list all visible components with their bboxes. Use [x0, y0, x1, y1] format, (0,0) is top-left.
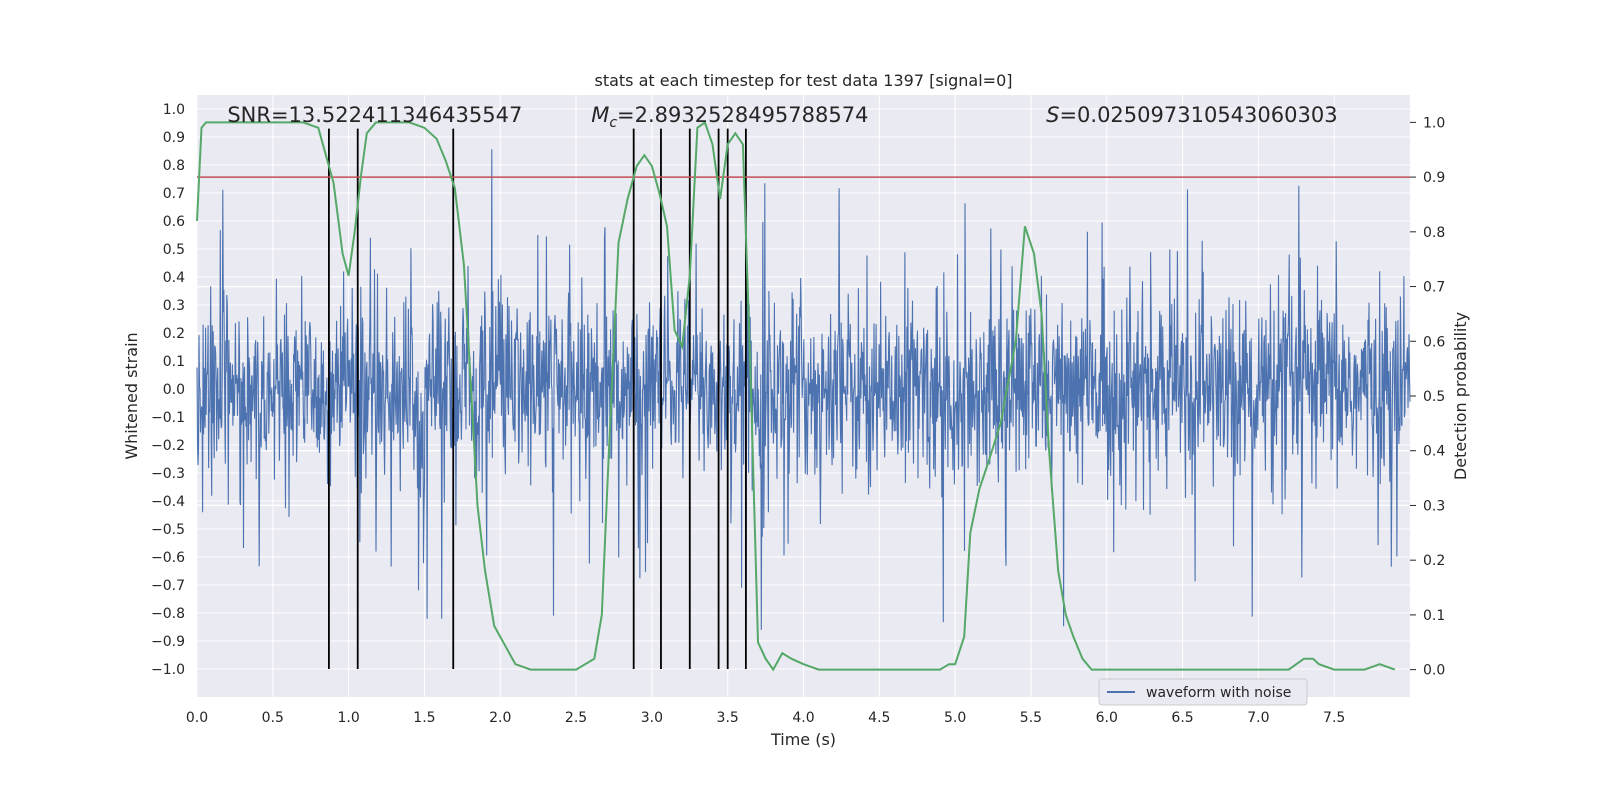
legend-label: waveform with noise — [1146, 685, 1291, 701]
chirp-mass-annotation: Mc=2.8932528495788574 — [591, 103, 868, 131]
y-tick-label: 0.2 — [163, 326, 185, 342]
y-tick-label: 0.8 — [163, 158, 185, 174]
x-tick-label: 4.5 — [868, 710, 890, 726]
y-right-tick-label: 0.5 — [1423, 389, 1445, 405]
x-tick-label: 7.0 — [1247, 710, 1269, 726]
y-tick-label: −0.2 — [151, 438, 185, 454]
y-right-tick-label: 1.0 — [1423, 115, 1445, 131]
x-tick-label: 5.5 — [1020, 710, 1042, 726]
x-tick-label: 4.0 — [792, 710, 814, 726]
s-value: =0.025097310543060303 — [1059, 103, 1337, 127]
x-tick-label: 5.0 — [944, 710, 966, 726]
x-tick-label: 3.5 — [717, 710, 739, 726]
y-tick-label: 0.6 — [163, 214, 185, 230]
y-right-tick-label: 0.1 — [1423, 608, 1445, 624]
x-tick-label: 2.0 — [489, 710, 511, 726]
y-tick-label: 0.4 — [163, 270, 185, 286]
x-tick-label: 6.0 — [1096, 710, 1118, 726]
y-tick-label: −0.7 — [151, 578, 185, 594]
mc-value: =2.8932528495788574 — [617, 103, 868, 127]
x-tick-labels: 0.0 0.5 1.0 1.5 2.0 2.5 3.0 3.5 4.0 4.5 5.0 5.5 6.0 6… — [186, 710, 1345, 726]
x-tick-label: 6.5 — [1171, 710, 1193, 726]
y-tick-label: −0.8 — [151, 606, 185, 622]
y-right-tick-label: 0.3 — [1423, 498, 1445, 514]
y-axis-label: Whitened strain — [122, 332, 141, 459]
y-tick-label: 0.3 — [163, 298, 185, 314]
y-tick-label: 0.0 — [163, 382, 185, 398]
snr-annotation: SNR=13.522411346435547 — [227, 103, 522, 127]
y-right-tick-label: 0.4 — [1423, 444, 1445, 460]
y-tick-label: −0.3 — [151, 466, 185, 482]
y-tick-label: 0.5 — [163, 242, 185, 258]
legend: waveform with noise — [1098, 678, 1308, 706]
x-tick-label: 3.0 — [641, 710, 663, 726]
x-tick-label: 0.5 — [262, 710, 284, 726]
vertical-markers — [328, 128, 747, 669]
y-tick-label: −0.4 — [151, 494, 185, 510]
y-right-tick-label: 0.9 — [1423, 170, 1445, 186]
s-annotation: S=0.025097310543060303 — [1046, 103, 1337, 127]
x-tick-label: 2.5 — [565, 710, 587, 726]
y-right-tick-label: 0.2 — [1423, 553, 1445, 569]
waveform-series — [196, 149, 1411, 630]
x-tick-label: 0.0 — [186, 710, 208, 726]
y-right-tick-labels: 1.0 0.9 0.8 0.7 0.6 0.5 0.4 0.3 0.2 0.1 0.0 — [1410, 115, 1445, 679]
y-right-tick-label: 0.7 — [1423, 280, 1445, 296]
y-tick-label: −0.5 — [151, 522, 185, 538]
y-tick-label: 0.9 — [163, 130, 185, 146]
y-tick-label: 0.7 — [163, 186, 185, 202]
y-tick-label: −1.0 — [151, 662, 185, 678]
y-tick-label: 1.0 — [163, 102, 185, 118]
y-tick-labels: 1.0 0.9 0.8 0.7 0.6 0.5 0.4 0.3 0.2 0.1 0.0 −0.1 −0.… — [151, 102, 185, 678]
y-tick-label: −0.1 — [151, 410, 185, 426]
x-tick-label: 7.5 — [1323, 710, 1345, 726]
legend-box — [1098, 678, 1308, 706]
x-tick-label: 1.0 — [337, 710, 359, 726]
detection-probability-line — [196, 120, 1396, 672]
y-tick-label: −0.9 — [151, 634, 185, 650]
chart-title: stats at each timestep for test data 139… — [594, 71, 1012, 90]
mc-symbol: M — [591, 103, 609, 127]
y-right-tick-label: 0.8 — [1423, 225, 1445, 241]
y-right-tick-label: 0.6 — [1423, 334, 1445, 350]
grid-vertical — [196, 95, 1335, 697]
x-axis-label: Time (s) — [770, 730, 836, 749]
y-tick-label: 0.1 — [163, 354, 185, 370]
y-right-axis-label: Detection probability — [1451, 312, 1470, 480]
mc-subscript: c — [609, 115, 617, 131]
y-tick-label: −0.6 — [151, 550, 185, 566]
waveform-path — [196, 149, 1411, 630]
s-symbol: S — [1046, 103, 1059, 127]
x-tick-label: 1.5 — [413, 710, 435, 726]
y-right-tick-label: 0.0 — [1423, 663, 1445, 679]
